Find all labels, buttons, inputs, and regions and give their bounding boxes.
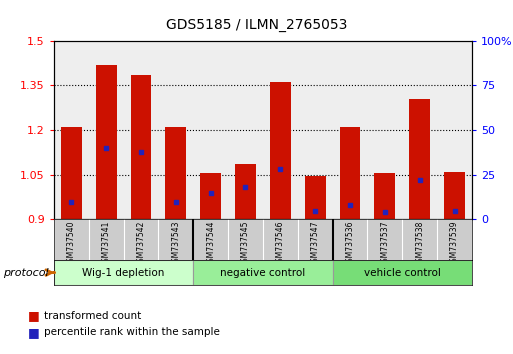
Bar xyxy=(235,164,256,219)
Bar xyxy=(332,260,472,285)
Bar xyxy=(444,172,465,219)
Bar xyxy=(305,176,326,219)
Bar xyxy=(165,127,186,219)
Text: GSM737546: GSM737546 xyxy=(276,221,285,267)
Bar xyxy=(200,173,221,219)
Bar xyxy=(130,75,151,219)
Bar xyxy=(95,64,116,219)
Text: GSM737547: GSM737547 xyxy=(311,221,320,267)
Text: vehicle control: vehicle control xyxy=(364,268,441,278)
Bar xyxy=(54,260,193,285)
Bar xyxy=(374,173,396,219)
Text: GSM737541: GSM737541 xyxy=(102,221,111,267)
Bar xyxy=(61,127,82,219)
Bar xyxy=(193,260,332,285)
Text: GDS5185 / ILMN_2765053: GDS5185 / ILMN_2765053 xyxy=(166,18,347,33)
Text: ■: ■ xyxy=(28,326,40,338)
Text: percentile rank within the sample: percentile rank within the sample xyxy=(44,327,220,337)
Text: GSM737538: GSM737538 xyxy=(415,221,424,267)
Text: transformed count: transformed count xyxy=(44,311,141,321)
Text: GSM737539: GSM737539 xyxy=(450,221,459,267)
Text: protocol: protocol xyxy=(3,268,48,278)
Bar xyxy=(409,99,430,219)
Text: Wig-1 depletion: Wig-1 depletion xyxy=(83,268,165,278)
Text: GSM737545: GSM737545 xyxy=(241,221,250,267)
Text: GSM737543: GSM737543 xyxy=(171,221,180,267)
Bar xyxy=(340,127,361,219)
Text: GSM737537: GSM737537 xyxy=(380,221,389,267)
Bar xyxy=(270,82,291,219)
Text: negative control: negative control xyxy=(220,268,306,278)
Text: GSM737540: GSM737540 xyxy=(67,221,76,267)
Text: GSM737536: GSM737536 xyxy=(346,221,354,267)
Text: ■: ■ xyxy=(28,309,40,322)
Text: GSM737542: GSM737542 xyxy=(136,221,146,267)
Text: GSM737544: GSM737544 xyxy=(206,221,215,267)
